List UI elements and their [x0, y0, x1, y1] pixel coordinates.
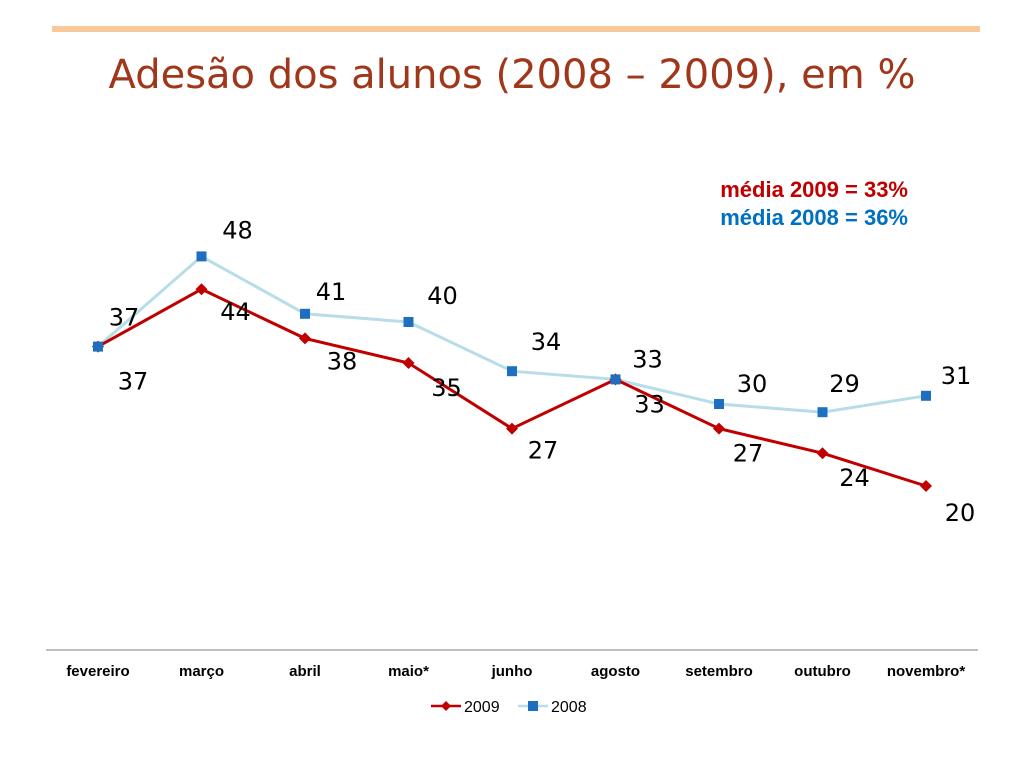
series-2008-line [97, 254, 927, 414]
series-2008-point [507, 366, 517, 377]
series-2008-data-label: 29 [829, 370, 860, 398]
averages-box: média 2009 = 33% média 2008 = 36% [720, 176, 908, 232]
series-2008-point [610, 374, 621, 385]
series-2008-point [93, 341, 103, 352]
series-2009-data-label: 38 [327, 347, 358, 375]
series-2008-data-label: 34 [531, 328, 562, 356]
series-2009-data-label: 33 [634, 390, 665, 418]
series-2009-data-label: 44 [220, 298, 251, 326]
legend-2008-label: 2008 [551, 699, 587, 716]
legend-2008-marker [528, 701, 538, 711]
average-2008-label: média 2008 = 36% [720, 205, 908, 230]
series-2009-point [816, 447, 829, 460]
x-tick-label: junho [491, 663, 533, 680]
x-tick-label: março [179, 663, 224, 680]
series-2009-point [713, 422, 725, 435]
series-2009-point [920, 480, 932, 492]
slide-title: Adesão dos alunos (2008 – 2009), em % [108, 52, 916, 98]
series-2008-data-label: 31 [941, 362, 972, 390]
series-2008-point [921, 390, 931, 401]
series-2009-point [299, 332, 311, 345]
series-2009-data-label: 27 [528, 437, 559, 465]
series-2008-point [714, 399, 724, 409]
series-2008-data-label: 33 [632, 345, 663, 373]
series-2009-data-label: 35 [431, 374, 462, 402]
x-tick-label: agosto [591, 663, 640, 680]
series-2008-data-label: 40 [427, 282, 458, 310]
legend-2009-marker [441, 701, 451, 711]
series-2009-point [506, 422, 518, 435]
x-tick-label: outubro [794, 663, 851, 680]
x-tick-label: maio* [388, 663, 429, 680]
legend-2009-label: 2009 [464, 699, 500, 716]
series-2009-data-label: 24 [839, 464, 870, 492]
series-2008-data-label: 37 [109, 304, 140, 332]
series-2009-data-label: 37 [118, 368, 149, 396]
series-2008-data-label: 41 [316, 278, 347, 306]
series-2008-data-label: 48 [222, 216, 253, 244]
series-2008-point [300, 308, 310, 319]
series-2008-point [403, 317, 414, 327]
top-accent-rule [52, 26, 980, 32]
series-2008-data-label: 30 [737, 370, 768, 398]
x-tick-label: novembro* [887, 663, 966, 680]
series-2008-point [196, 251, 207, 262]
series-2009-point [195, 283, 208, 296]
series-2008-point [817, 407, 828, 418]
series-2009-data-label: 20 [945, 499, 976, 527]
x-tick-label: abril [289, 663, 321, 680]
x-tick-label: setembro [685, 663, 753, 680]
series-2009-data-label: 27 [733, 440, 764, 468]
x-tick-label: fevereiro [66, 663, 129, 680]
series-2009-point [402, 357, 415, 369]
average-2009-label: média 2009 = 33% [720, 177, 908, 202]
